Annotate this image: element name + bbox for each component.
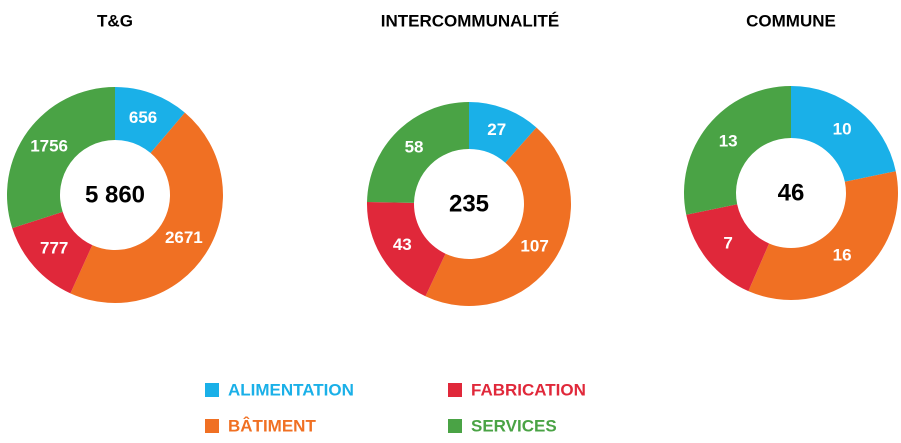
- center-label: 235: [449, 190, 489, 217]
- value-label: 7: [723, 234, 732, 253]
- value-label: 16: [833, 245, 852, 264]
- value-label: 27: [487, 120, 506, 139]
- donut-slice: [367, 201, 446, 297]
- value-label: 58: [405, 137, 424, 156]
- value-label: 43: [393, 235, 412, 254]
- donut-slice: [469, 102, 537, 163]
- legend-label: FABRICATION: [471, 380, 586, 399]
- value-label: 777: [40, 239, 68, 258]
- legend-label: SERVICES: [471, 416, 557, 435]
- donut-slice: [115, 87, 185, 154]
- donut-slice: [70, 112, 223, 303]
- value-label: 13: [719, 131, 738, 150]
- chart-title: COMMUNE: [746, 11, 836, 30]
- donut-slice: [791, 86, 896, 182]
- chart-title: INTERCOMMUNALITÉ: [381, 11, 559, 30]
- legend-label: ALIMENTATION: [228, 380, 354, 399]
- donut-slice: [686, 204, 770, 292]
- legend-swatch: [448, 383, 462, 397]
- value-label: 1756: [30, 137, 68, 156]
- donut-slice: [425, 127, 572, 306]
- legend-swatch: [205, 383, 219, 397]
- chart-title: T&G: [97, 11, 133, 30]
- legend-swatch: [448, 419, 462, 433]
- legend-swatch: [205, 419, 219, 433]
- value-label: 107: [520, 237, 548, 256]
- value-label: 656: [129, 108, 157, 127]
- donut-slice: [683, 86, 791, 215]
- value-label: 10: [833, 120, 852, 139]
- legend-label: BÂTIMENT: [228, 416, 316, 435]
- donut-slice: [7, 87, 116, 229]
- donut-slice: [367, 102, 469, 203]
- donut-slice: [12, 211, 93, 294]
- center-label: 46: [778, 179, 805, 206]
- donut-slice: [748, 171, 898, 301]
- center-label: 5 860: [85, 181, 145, 208]
- value-label: 2671: [165, 228, 203, 247]
